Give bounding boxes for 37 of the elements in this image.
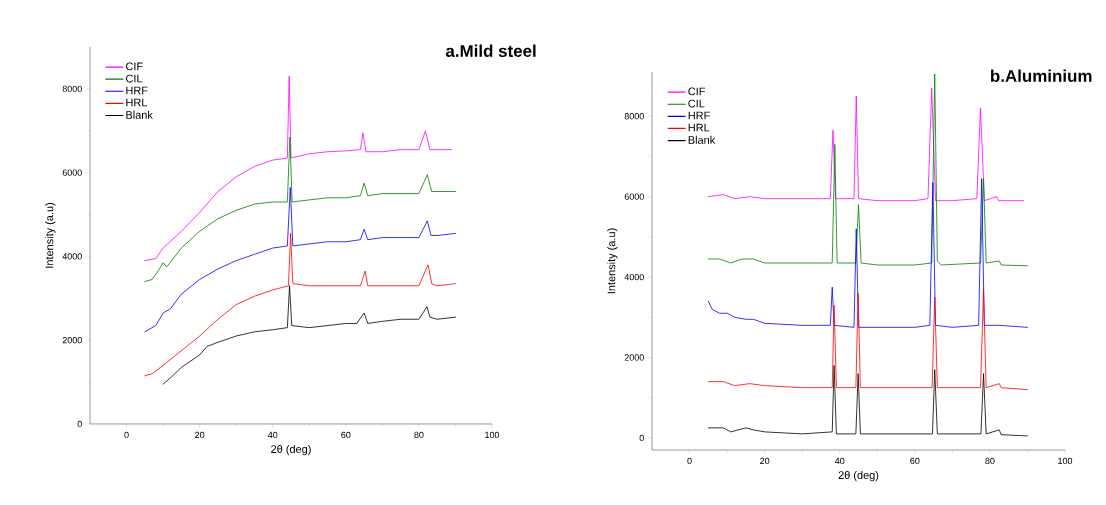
x-tick-label: 60 [341,431,351,439]
x-tick-label: 60 [910,457,920,465]
x-tick-label: 0 [687,457,692,465]
x-tick-label: 40 [267,431,278,439]
x-tick-label: 80 [985,457,995,465]
legend-label: HRF [688,111,710,120]
legend-label: Blank [126,110,153,119]
x-tick-label: 40 [834,457,845,465]
x-tick-label: 80 [414,431,424,439]
legend-label: CIF [126,62,143,71]
legend-label: HRL [688,123,710,132]
x-axis-title: 2θ (deg) [271,444,311,456]
x-tick-label: 100 [1058,457,1073,465]
x-tick-label: 0 [124,431,129,439]
x-axis-title: 2θ (deg) [838,470,879,482]
y-tick-label: 0 [77,420,82,428]
y-tick-label: 8000 [62,85,82,93]
legend-label: CIF [688,87,705,96]
x-tick-label: 20 [195,431,205,439]
y-axis-title: Intensity (a.u) [607,228,618,294]
y-axis-title: Intensity (a.u) [45,202,56,268]
legend-label: Blank [688,135,716,144]
y-tick-label: 8000 [624,113,644,120]
legend-label: HRF [126,86,148,95]
y-tick-label: 6000 [624,193,644,200]
legend-label: CIL [126,74,143,83]
y-tick-label: 4000 [62,253,82,260]
legend-label: CIL [688,99,705,108]
x-tick-label: 20 [760,457,770,465]
x-tick-label: 100 [485,431,500,439]
y-tick-label: 2000 [62,337,82,344]
chart-title: a.Mild steel [445,44,536,57]
chart-title: b.Aluminium [991,69,1092,82]
y-tick-label: 6000 [62,169,82,176]
y-tick-label: 2000 [624,354,644,361]
y-tick-label: 4000 [624,273,644,281]
legend-label: HRL [126,98,148,107]
